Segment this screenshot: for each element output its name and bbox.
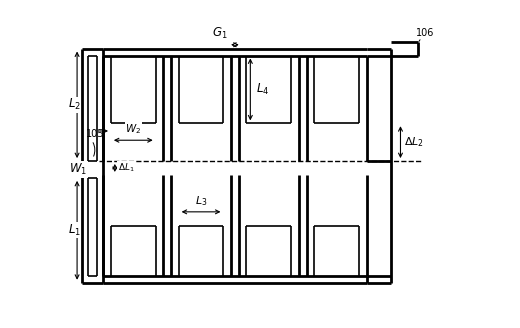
Text: $\Delta L_1$: $\Delta L_1$ bbox=[118, 162, 135, 174]
Text: 106: 106 bbox=[416, 28, 434, 38]
Text: $W_2$: $W_2$ bbox=[125, 122, 141, 135]
Text: $G_1$: $G_1$ bbox=[212, 26, 227, 41]
Text: $L_1$: $L_1$ bbox=[68, 223, 81, 238]
Text: $L_4$: $L_4$ bbox=[256, 82, 270, 97]
Text: $W_1$: $W_1$ bbox=[69, 162, 87, 177]
Text: $\Delta L_2$: $\Delta L_2$ bbox=[404, 135, 423, 149]
Text: 105: 105 bbox=[86, 130, 104, 139]
Text: $L_3$: $L_3$ bbox=[195, 194, 207, 208]
Text: $L_2$: $L_2$ bbox=[68, 97, 81, 113]
